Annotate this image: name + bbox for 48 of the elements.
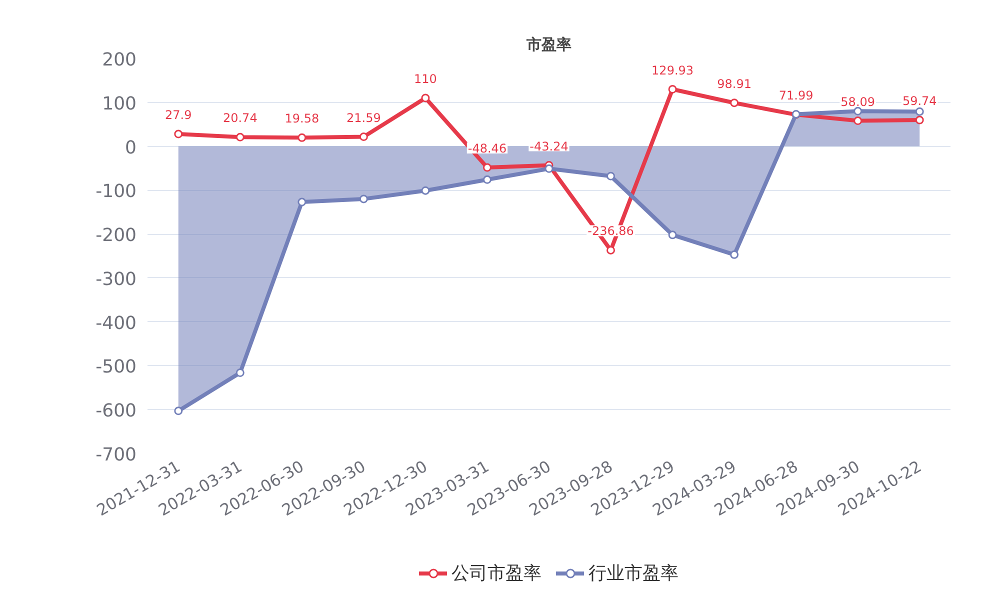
y-tick-label: -100 (96, 181, 137, 202)
data-label: 20.74 (222, 111, 258, 126)
point (606, 172, 616, 180)
point (174, 406, 183, 416)
y-tick-label: -400 (96, 312, 137, 334)
data-label: 19.58 (284, 112, 320, 126)
chart-title: 市盈率 (526, 36, 572, 54)
y-tick-label: 0 (125, 137, 136, 158)
data-label: 98.91 (717, 76, 752, 91)
y-tick-label: 200 (102, 50, 137, 70)
point (236, 368, 244, 377)
data-label: 59.74 (902, 94, 937, 108)
legend-label: 行业市盈率 (588, 562, 678, 585)
legend-label: 公司市盈率 (452, 562, 542, 585)
point (915, 107, 924, 116)
point (482, 175, 492, 184)
point (854, 106, 862, 116)
point (359, 194, 368, 204)
point (298, 133, 306, 142)
point (236, 132, 244, 142)
point (421, 186, 430, 195)
point (730, 98, 739, 108)
y-tick-label: -700 (96, 444, 137, 466)
y-tick-label: -500 (96, 356, 137, 378)
data-label: 129.93 (652, 63, 694, 78)
point (668, 230, 677, 240)
point (915, 116, 924, 124)
point (421, 94, 430, 102)
point (482, 163, 492, 172)
point (730, 250, 739, 259)
data-label: 58.09 (840, 94, 876, 109)
data-label: 21.59 (346, 110, 381, 125)
data-label: 27.9 (165, 108, 192, 122)
y-tick-label: -600 (96, 400, 137, 422)
data-label: -43.24 (530, 139, 568, 154)
y-tick-label: -300 (96, 268, 137, 290)
point (174, 130, 183, 138)
data-label: -48.46 (468, 142, 507, 156)
y-tick-label: -200 (96, 225, 137, 246)
point (544, 164, 554, 173)
point (668, 85, 677, 94)
data-label: -236.86 (588, 224, 634, 238)
data-label: 71.99 (778, 88, 814, 103)
y-tick-label: 100 (102, 93, 137, 114)
point (854, 116, 862, 126)
data-label: 110 (414, 72, 437, 86)
point (359, 132, 368, 142)
point (298, 198, 306, 206)
